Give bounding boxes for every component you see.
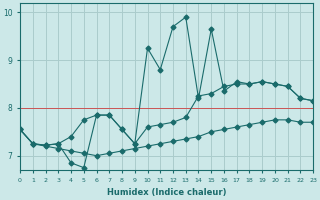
X-axis label: Humidex (Indice chaleur): Humidex (Indice chaleur) (107, 188, 226, 197)
